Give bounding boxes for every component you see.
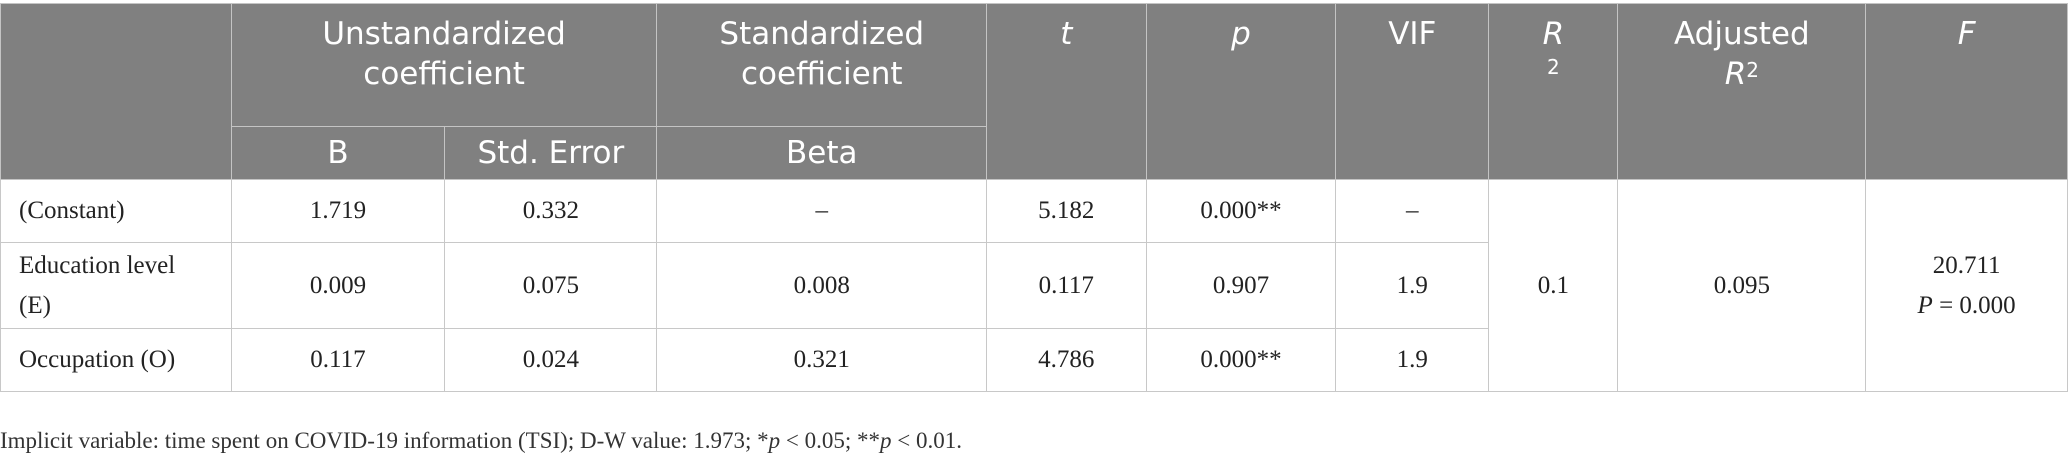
header-empty-cell <box>0 3 232 180</box>
regression-table: Unstandardized coefficient Standardized … <box>0 3 2068 392</box>
cell-p: 0.000** <box>1145 179 1337 243</box>
cell-std-error: 0.024 <box>444 328 658 392</box>
cell-f: 20.711 P = 0.000 <box>1865 179 2068 392</box>
cell-std-error: 0.075 <box>444 242 658 329</box>
footnote-text-1: Implicit variable: time spent on COVID-1… <box>0 428 769 453</box>
row-label: Education level (E) <box>0 242 232 329</box>
cell-beta: 0.321 <box>656 328 988 392</box>
footnote-text-2: < 0.05; ** <box>780 428 881 453</box>
cell-f-p-value: = 0.000 <box>1932 291 2016 319</box>
header-r2: R 2 <box>1488 3 1619 180</box>
cell-t: 5.182 <box>986 179 1147 243</box>
cell-vif: – <box>1335 179 1490 243</box>
cell-beta: – <box>656 179 988 243</box>
cell-vif: 1.9 <box>1335 242 1490 329</box>
cell-b: 0.009 <box>230 242 446 329</box>
row-label: (Constant) <box>0 179 232 243</box>
header-std-error: Std. Error <box>444 126 658 180</box>
header-adjusted-r-exp: 2 <box>1746 58 1759 82</box>
header-unstandardized: Unstandardized coefficient <box>230 3 658 127</box>
footnote-p-1: p <box>768 428 781 453</box>
header-b: B <box>230 126 446 180</box>
table-row: Education level (E) 0.009 0.075 0.008 0.… <box>0 242 2068 329</box>
cell-beta: 0.008 <box>656 242 988 329</box>
footnote-text-3: < 0.01. <box>891 428 962 453</box>
cell-std-error: 0.332 <box>444 179 658 243</box>
header-vif: VIF <box>1335 3 1490 180</box>
header-r2-base: R <box>1542 16 1565 52</box>
header-t: t <box>986 3 1147 180</box>
cell-b: 1.719 <box>230 179 446 243</box>
header-adjusted-line1: Adjusted <box>1674 16 1810 52</box>
cell-f-value: 20.711 <box>1932 251 2001 279</box>
header-standardized: Standardized coefficient <box>656 3 988 127</box>
table-footnote: Implicit variable: time spent on COVID-1… <box>0 428 962 454</box>
header-r2-exp: 2 <box>1546 55 1560 79</box>
header-adjusted-r-base: R <box>1724 56 1747 92</box>
row-label-line1: Education level <box>19 251 176 279</box>
cell-t: 4.786 <box>986 328 1147 392</box>
cell-b: 0.117 <box>230 328 446 392</box>
cell-r2: 0.1 <box>1488 179 1619 392</box>
footnote-p-2: p <box>880 428 892 453</box>
header-p: p <box>1145 3 1337 180</box>
header-beta: Beta <box>656 126 988 180</box>
header-adjusted-r2: Adjusted R2 <box>1617 3 1867 180</box>
cell-p: 0.000** <box>1145 328 1337 392</box>
cell-t: 0.117 <box>986 242 1147 329</box>
cell-adjusted-r2: 0.095 <box>1617 179 1867 392</box>
row-label-line2: (E) <box>19 291 51 319</box>
header-f: F <box>1865 3 2068 180</box>
table-row: Occupation (O) 0.117 0.024 0.321 4.786 0… <box>0 328 2068 392</box>
cell-vif: 1.9 <box>1335 328 1490 392</box>
cell-f-p-label: P <box>1917 291 1933 319</box>
cell-p: 0.907 <box>1145 242 1337 329</box>
row-label: Occupation (O) <box>0 328 232 392</box>
table-row: (Constant) 1.719 0.332 – 5.182 0.000** –… <box>0 179 2068 392</box>
